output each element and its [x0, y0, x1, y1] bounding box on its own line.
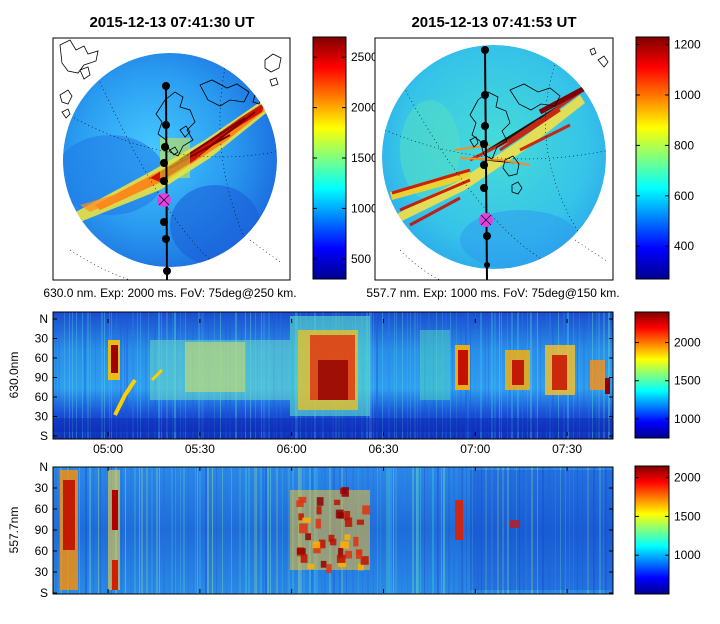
y-tick-label: 90 [35, 523, 49, 537]
keogram-630-colorbar: 1000 1500 2000 [634, 311, 701, 439]
colorbar-tick-label: 1500 [674, 374, 701, 388]
x-tick-label: 07:00 [460, 442, 490, 456]
keogram-630-frame [52, 311, 614, 440]
colorbar-tick-label: 1000 [674, 548, 701, 562]
meridian-point [161, 143, 169, 151]
meridian-point [484, 262, 490, 268]
colorbar-tick-label: 1000 [674, 88, 701, 102]
meridian-point [481, 91, 489, 99]
y-tick-label: 30 [35, 332, 49, 346]
colorbar-tick-label: 2000 [351, 101, 378, 115]
y-tick-label: 30 [35, 565, 49, 579]
meridian-point [160, 159, 168, 167]
left-meridian-points [160, 82, 171, 275]
colorbar-tick-label: 400 [674, 239, 694, 253]
right-colorbar: 400 600 800 1000 1200 [635, 36, 701, 280]
keogram-630-image [53, 312, 613, 439]
colorbar-tick-label: 800 [674, 138, 694, 152]
meridian-point [160, 218, 168, 226]
y-tick-label: 60 [35, 390, 49, 404]
colorbar-tick-label: 1500 [674, 509, 701, 523]
colorbar-tick-label: 500 [351, 252, 371, 266]
left-coastline [59, 39, 99, 119]
x-tick-label: 05:00 [93, 442, 123, 456]
keogram-557-colorbar: 1000 1500 2000 [634, 465, 701, 595]
left-allsky-image [63, 53, 277, 267]
right-coastline [589, 47, 609, 68]
left-caption: 630.0 nm. Exp: 2000 ms. FoV: 75deg@250 k… [43, 286, 296, 300]
meridian-point [163, 267, 171, 275]
colorbar-tick-label: 2500 [351, 50, 378, 64]
meridian-point [480, 140, 488, 148]
meridian-point [162, 121, 170, 129]
right-image-title: 2015-12-13 07:41:53 UT [411, 14, 576, 31]
meridian-point [480, 161, 488, 169]
colorbar-tick-label: 1500 [351, 151, 378, 165]
colorbar-tick-label: 1000 [351, 201, 378, 215]
y-tick-label: 90 [35, 371, 49, 385]
y-tick-label: N [39, 312, 48, 326]
meridian-point [160, 177, 168, 185]
meridian-point [483, 232, 491, 240]
right-grid-outside [399, 239, 609, 281]
left-coastline-east [264, 53, 282, 87]
y-tick-label: 30 [35, 481, 49, 495]
right-allsky-image [382, 45, 606, 269]
right-allsky-panel [374, 37, 614, 281]
colorbar-tick-label: 2000 [674, 471, 701, 485]
x-tick-label: 06:00 [277, 442, 307, 456]
x-tick-label: 07:30 [552, 442, 582, 456]
colorbar-tick-label: 1000 [674, 412, 701, 426]
y-tick-label: N [39, 460, 48, 474]
y-tick-label: S [40, 429, 48, 443]
keogram-557-panel: N 30 60 90 60 30 S 557.7nm [7, 460, 614, 600]
left-image-title: 2015-12-13 07:41:30 UT [89, 14, 254, 31]
y-tick-label: S [40, 586, 48, 600]
keogram-557-ylabel: 557.7nm [7, 507, 21, 554]
x-tick-label: 06:30 [368, 442, 398, 456]
colorbar-tick-label: 1200 [674, 38, 701, 52]
colorbar-tick-label: 600 [674, 189, 694, 203]
left-allsky-panel [52, 37, 291, 281]
y-tick-label: 60 [35, 544, 49, 558]
y-tick-label: 30 [35, 410, 49, 424]
right-caption: 557.7 nm. Exp: 1000 ms. FoV: 75deg@150 k… [366, 286, 619, 300]
right-meridian-points [480, 46, 491, 268]
keogram-630-ylabel: 630.0nm [7, 352, 21, 399]
meridian-point [480, 184, 488, 192]
x-tick-label: 05:30 [185, 442, 215, 456]
left-colorbar: 500 1000 1500 2000 2500 [312, 36, 378, 280]
colorbar-tick-label: 2000 [674, 336, 701, 350]
y-tick-label: 60 [35, 502, 49, 516]
keogram-630-panel: N 30 60 90 60 30 S 630.0nm 05:00 05:30 06:00 06:3… [7, 311, 614, 456]
meridian-point [481, 46, 489, 54]
meridian-point [162, 235, 170, 243]
meridian-point [162, 82, 170, 90]
keogram-557-image [53, 467, 613, 594]
y-tick-label: 60 [35, 351, 49, 365]
meridian-point [481, 122, 489, 130]
